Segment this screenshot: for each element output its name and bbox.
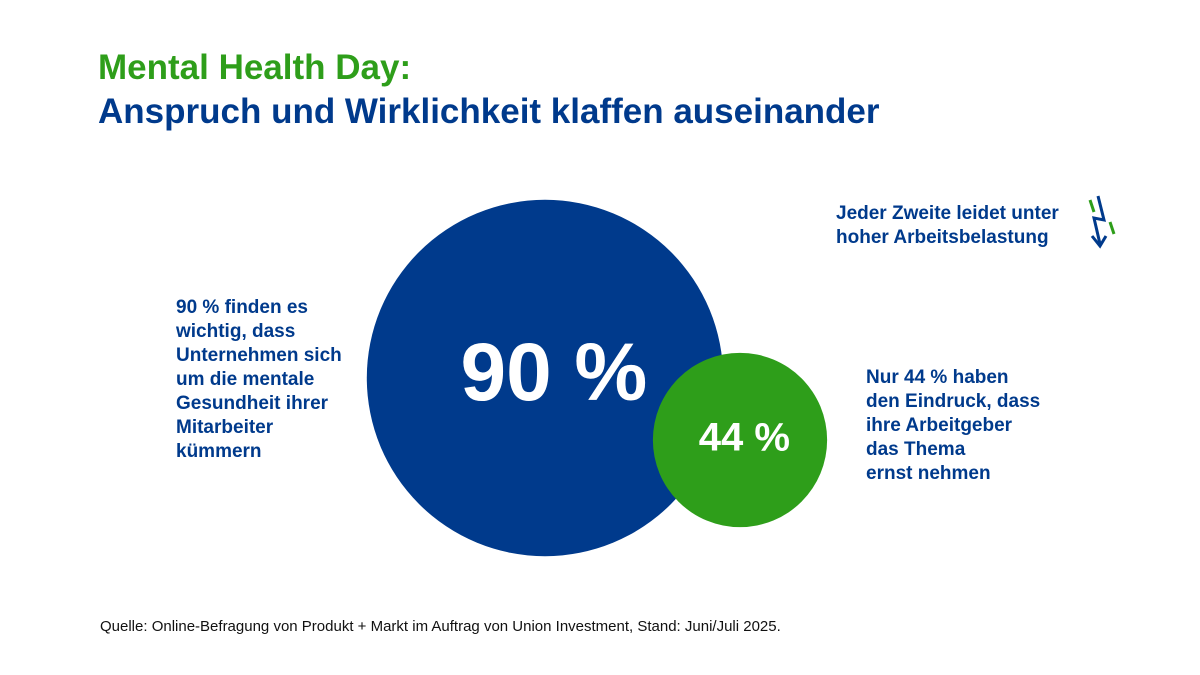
description: 90 % finden es wichtig, dass Unternehmen… bbox=[176, 297, 342, 462]
chart-title: Mental Health Day: bbox=[98, 48, 412, 87]
chart-subtitle: Anspruch und Wirklichkeit klaffen ausein… bbox=[98, 92, 880, 131]
value-label: 44 % bbox=[699, 415, 790, 459]
annotation: Jeder Zweite leidet unter hoher Arbeitsb… bbox=[836, 203, 1059, 248]
lightning-icon bbox=[1088, 195, 1116, 249]
bubble bbox=[366, 199, 724, 557]
value-label: 90 % bbox=[460, 327, 647, 418]
source-note: Quelle: Online-Befragung von Produkt + M… bbox=[100, 618, 781, 635]
description: Nur 44 % haben den Eindruck, dass ihre A… bbox=[866, 367, 1041, 484]
bubble bbox=[652, 352, 828, 528]
